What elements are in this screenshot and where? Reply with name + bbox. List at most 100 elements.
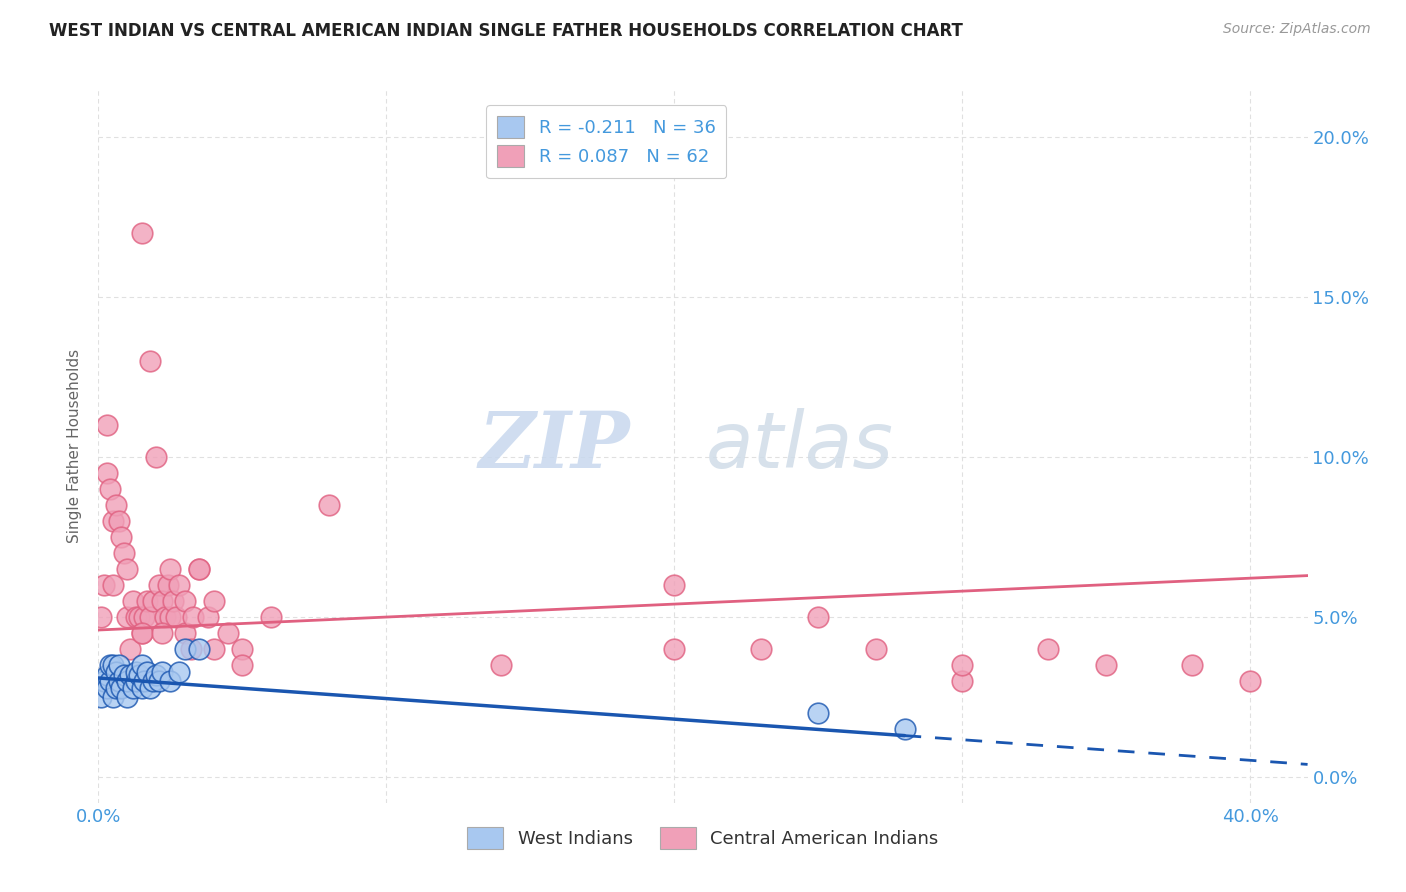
Point xyxy=(131,626,153,640)
Point xyxy=(231,658,253,673)
Point xyxy=(104,681,127,695)
Point xyxy=(136,594,159,608)
Point xyxy=(110,530,132,544)
Point xyxy=(150,594,173,608)
Point xyxy=(1038,642,1060,657)
Point xyxy=(865,642,887,657)
Point xyxy=(159,562,181,576)
Point xyxy=(156,578,179,592)
Point xyxy=(96,466,118,480)
Point xyxy=(173,594,195,608)
Point xyxy=(139,681,162,695)
Point xyxy=(145,450,167,465)
Point xyxy=(98,658,121,673)
Point xyxy=(142,594,165,608)
Point xyxy=(188,562,211,576)
Point xyxy=(950,658,973,673)
Point xyxy=(134,674,156,689)
Point xyxy=(491,658,513,673)
Point xyxy=(101,514,124,528)
Point xyxy=(107,658,129,673)
Point xyxy=(96,418,118,433)
Point xyxy=(1239,674,1261,689)
Point xyxy=(807,610,830,624)
Point xyxy=(159,610,181,624)
Point xyxy=(134,610,156,624)
Point xyxy=(131,226,153,240)
Point xyxy=(101,690,124,705)
Point xyxy=(104,665,127,679)
Point xyxy=(131,626,153,640)
Point xyxy=(162,594,184,608)
Point xyxy=(125,665,148,679)
Point xyxy=(153,610,176,624)
Point xyxy=(101,578,124,592)
Text: ZIP: ZIP xyxy=(479,408,630,484)
Point xyxy=(139,354,162,368)
Point xyxy=(167,665,190,679)
Legend: West Indians, Central American Indians: West Indians, Central American Indians xyxy=(458,818,948,858)
Point xyxy=(167,578,190,592)
Point xyxy=(93,578,115,592)
Point xyxy=(188,562,211,576)
Text: Source: ZipAtlas.com: Source: ZipAtlas.com xyxy=(1223,22,1371,37)
Point xyxy=(136,665,159,679)
Point xyxy=(231,642,253,657)
Point xyxy=(150,626,173,640)
Point xyxy=(104,498,127,512)
Point xyxy=(122,681,145,695)
Point xyxy=(197,610,219,624)
Point xyxy=(128,668,150,682)
Point xyxy=(950,674,973,689)
Point xyxy=(112,668,135,682)
Point xyxy=(893,722,915,736)
Point xyxy=(96,668,118,682)
Point xyxy=(1181,658,1204,673)
Point xyxy=(90,690,112,705)
Point xyxy=(148,578,170,592)
Point xyxy=(122,594,145,608)
Point xyxy=(96,681,118,695)
Point xyxy=(202,642,225,657)
Point xyxy=(180,642,202,657)
Point xyxy=(110,681,132,695)
Point xyxy=(318,498,340,512)
Point xyxy=(101,658,124,673)
Point xyxy=(131,681,153,695)
Point xyxy=(120,668,142,682)
Point xyxy=(107,514,129,528)
Point xyxy=(128,610,150,624)
Point xyxy=(749,642,772,657)
Point xyxy=(807,706,830,721)
Point xyxy=(260,610,283,624)
Point xyxy=(183,610,205,624)
Point xyxy=(98,674,121,689)
Point xyxy=(115,562,138,576)
Point xyxy=(131,658,153,673)
Point xyxy=(188,642,211,657)
Point xyxy=(142,674,165,689)
Point xyxy=(90,610,112,624)
Point xyxy=(664,642,686,657)
Point xyxy=(125,674,148,689)
Point xyxy=(159,674,181,689)
Point xyxy=(107,674,129,689)
Y-axis label: Single Father Households: Single Father Households xyxy=(67,349,83,543)
Point xyxy=(148,674,170,689)
Point xyxy=(173,626,195,640)
Point xyxy=(217,626,239,640)
Point xyxy=(115,690,138,705)
Point xyxy=(120,642,142,657)
Point xyxy=(139,610,162,624)
Point xyxy=(112,546,135,560)
Point xyxy=(145,668,167,682)
Point xyxy=(1095,658,1118,673)
Point xyxy=(93,674,115,689)
Point xyxy=(202,594,225,608)
Text: WEST INDIAN VS CENTRAL AMERICAN INDIAN SINGLE FATHER HOUSEHOLDS CORRELATION CHAR: WEST INDIAN VS CENTRAL AMERICAN INDIAN S… xyxy=(49,22,963,40)
Point xyxy=(150,665,173,679)
Point xyxy=(173,642,195,657)
Point xyxy=(98,482,121,496)
Point xyxy=(165,610,187,624)
Point xyxy=(115,674,138,689)
